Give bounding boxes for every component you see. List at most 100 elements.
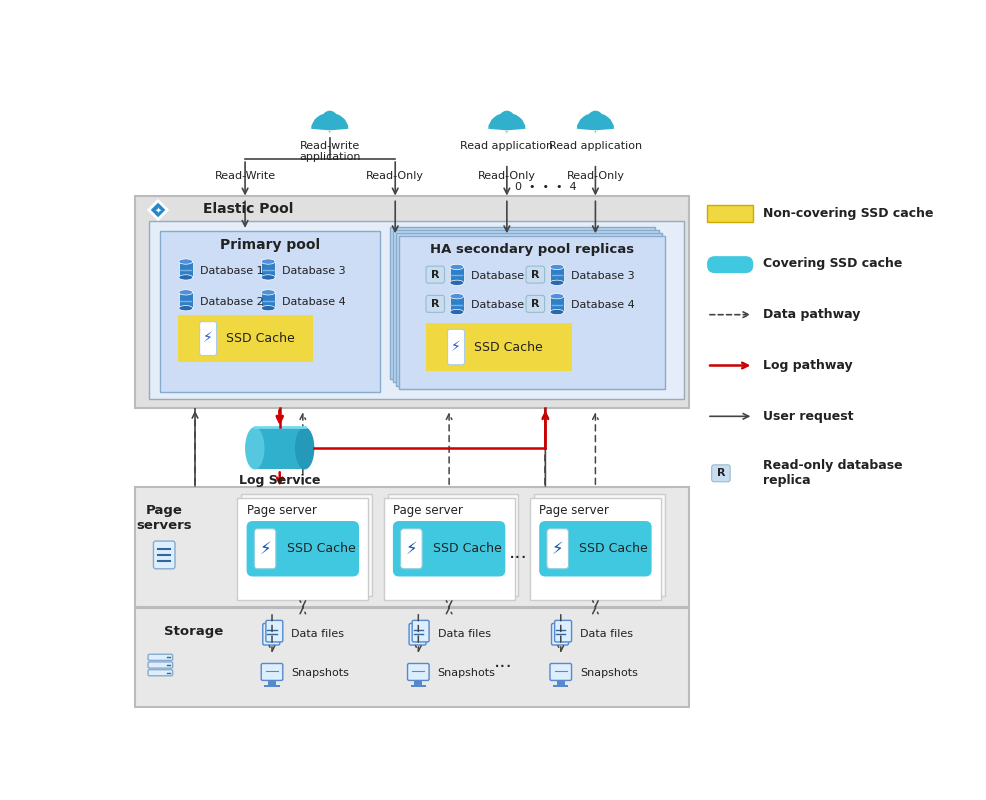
Text: Read application: Read application (549, 141, 642, 150)
FancyBboxPatch shape (448, 330, 464, 365)
Bar (550, 267, 564, 282)
Circle shape (589, 111, 602, 125)
Ellipse shape (550, 294, 564, 299)
Ellipse shape (450, 280, 463, 286)
Circle shape (500, 111, 514, 125)
Text: ⚡: ⚡ (259, 540, 271, 558)
FancyBboxPatch shape (263, 623, 280, 645)
Text: ⚡: ⚡ (552, 540, 563, 558)
FancyBboxPatch shape (148, 662, 173, 668)
Text: Snapshots: Snapshots (438, 669, 495, 678)
Text: Read application: Read application (460, 141, 553, 150)
Text: ✦: ✦ (155, 206, 162, 214)
FancyBboxPatch shape (261, 663, 283, 681)
Text: Database 1: Database 1 (199, 266, 263, 276)
Bar (178, 315, 313, 362)
Text: Database 1: Database 1 (470, 271, 534, 281)
Text: SSD Cache: SSD Cache (579, 542, 648, 555)
Text: 0  •  •  •  4: 0 • • • 4 (515, 182, 576, 192)
Ellipse shape (550, 310, 564, 314)
Text: R: R (531, 299, 539, 309)
Ellipse shape (550, 264, 564, 270)
Ellipse shape (261, 259, 275, 264)
FancyBboxPatch shape (554, 620, 572, 642)
Bar (392, 230, 659, 382)
Bar (135, 196, 689, 408)
Bar (242, 494, 372, 596)
Bar (533, 494, 665, 596)
FancyBboxPatch shape (266, 620, 283, 642)
Text: Read-Only: Read-Only (478, 171, 535, 182)
Text: Snapshots: Snapshots (580, 669, 638, 678)
Text: Primary pool: Primary pool (220, 238, 320, 252)
Text: ...: ... (494, 653, 513, 671)
Bar (135, 487, 689, 606)
Bar (264, 685, 280, 687)
Bar (410, 685, 426, 687)
Text: Data pathway: Data pathway (762, 308, 860, 321)
FancyBboxPatch shape (409, 623, 426, 645)
Bar (135, 608, 689, 706)
FancyBboxPatch shape (707, 256, 753, 273)
Text: Log Service: Log Service (239, 474, 320, 486)
FancyBboxPatch shape (712, 465, 731, 482)
Ellipse shape (261, 290, 275, 295)
Bar (254, 427, 305, 470)
Ellipse shape (450, 264, 463, 270)
FancyBboxPatch shape (426, 295, 445, 312)
Bar (389, 227, 656, 379)
Text: R: R (431, 299, 440, 309)
Text: R: R (431, 270, 440, 280)
Ellipse shape (261, 306, 275, 311)
Text: ⚡: ⚡ (203, 331, 213, 346)
Bar (414, 681, 422, 685)
Bar (387, 494, 519, 596)
FancyBboxPatch shape (412, 620, 429, 642)
Text: SSD Cache: SSD Cache (473, 341, 542, 354)
Bar (384, 498, 515, 599)
Ellipse shape (295, 427, 315, 470)
Ellipse shape (178, 259, 192, 264)
Text: Page
servers: Page servers (136, 504, 192, 532)
Text: Read-Only: Read-Only (566, 171, 624, 182)
Bar (161, 230, 380, 393)
Bar (707, 206, 753, 222)
Text: HA secondary pool replicas: HA secondary pool replicas (430, 243, 634, 257)
Bar (426, 323, 572, 371)
FancyBboxPatch shape (547, 529, 569, 569)
Text: Read-write
application: Read-write application (299, 141, 361, 162)
Text: Log pathway: Log pathway (762, 359, 852, 372)
Ellipse shape (178, 290, 192, 295)
Ellipse shape (246, 427, 264, 470)
Text: Snapshots: Snapshots (291, 669, 349, 678)
Bar (261, 292, 275, 308)
Text: User request: User request (762, 410, 853, 423)
FancyBboxPatch shape (400, 529, 422, 569)
Ellipse shape (450, 294, 463, 299)
Bar (550, 296, 564, 312)
FancyBboxPatch shape (392, 521, 505, 577)
FancyBboxPatch shape (148, 670, 173, 676)
Text: Database 4: Database 4 (571, 301, 635, 310)
Bar (261, 262, 275, 278)
Ellipse shape (261, 274, 275, 280)
FancyBboxPatch shape (551, 623, 569, 645)
FancyBboxPatch shape (154, 541, 175, 569)
Bar (268, 681, 276, 685)
FancyBboxPatch shape (527, 266, 544, 283)
Bar (399, 236, 665, 389)
Ellipse shape (550, 280, 564, 286)
Text: SSD Cache: SSD Cache (287, 542, 355, 555)
Text: Data files: Data files (580, 630, 633, 639)
Text: Page server: Page server (392, 504, 462, 517)
Bar (450, 267, 463, 282)
Text: SSD Cache: SSD Cache (226, 332, 295, 345)
Bar (238, 498, 368, 599)
FancyBboxPatch shape (527, 295, 544, 312)
Text: R: R (531, 270, 539, 280)
Bar (529, 498, 661, 599)
Text: ...: ... (509, 543, 528, 562)
FancyBboxPatch shape (246, 521, 359, 577)
Ellipse shape (178, 274, 192, 280)
Bar (553, 685, 569, 687)
